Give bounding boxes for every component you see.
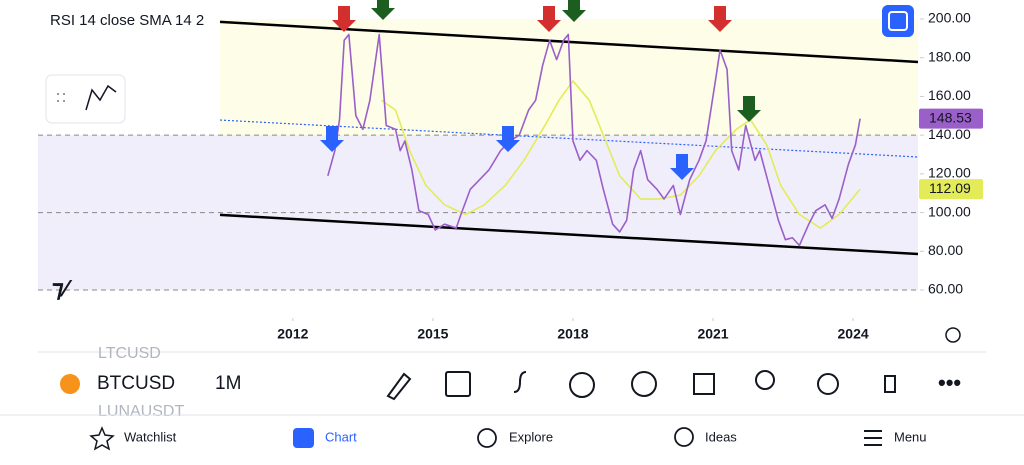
- annotations: [320, 0, 761, 180]
- y-tick-label: 100.00: [928, 203, 971, 219]
- arrow-marker: [320, 126, 344, 152]
- arrow-marker: [562, 0, 586, 22]
- x-tick-label: 2015: [417, 326, 448, 342]
- arrow-marker: [670, 154, 694, 180]
- y-tick-label: 140.00: [928, 126, 971, 142]
- series-line: [381, 80, 861, 229]
- nav-explore[interactable]: Explore: [509, 429, 553, 444]
- price-badge-label: 148.53: [929, 109, 972, 125]
- nav-chart[interactable]: Chart: [325, 429, 357, 444]
- fullscreen-icon: [888, 11, 908, 31]
- indicator-legend: RSI 14 close SMA 14 2: [50, 12, 204, 29]
- chart-icon: [293, 428, 314, 448]
- ideas-icon: [674, 427, 694, 447]
- nav-ideas[interactable]: Ideas: [705, 429, 737, 444]
- drag-handle: [57, 93, 65, 102]
- nav-menu[interactable]: Menu: [894, 429, 927, 444]
- draw-tool[interactable]: [386, 372, 412, 401]
- indicators-tool[interactable]: [513, 371, 527, 393]
- btc-icon: [60, 374, 80, 394]
- trendline: [219, 213, 919, 256]
- x-tick-label: 2012: [277, 326, 308, 342]
- alert-tool[interactable]: [569, 372, 595, 398]
- price-badge: [919, 108, 983, 129]
- price-badge: [919, 179, 983, 200]
- menu-icon: [864, 430, 882, 446]
- chart-type-tool[interactable]: [884, 375, 896, 393]
- x-tick-label: 2018: [557, 326, 588, 342]
- prev-symbol[interactable]: LTCUSD: [98, 345, 161, 362]
- layout-tool[interactable]: [693, 373, 715, 395]
- x-tick-label: 2024: [838, 326, 869, 342]
- series-line: [327, 33, 861, 247]
- arrow-marker: [537, 6, 561, 32]
- x-tick-label: 2021: [697, 326, 728, 342]
- y-tick-label: 200.00: [928, 10, 971, 26]
- y-tick-label: 60.00: [928, 281, 963, 297]
- watchlist-icon: [89, 426, 115, 451]
- explore-icon: [477, 428, 497, 448]
- y-tick-label: 80.00: [928, 242, 963, 258]
- fullscreen-button[interactable]: [882, 5, 914, 37]
- arrow-marker: [496, 126, 520, 152]
- interval[interactable]: 1M: [215, 373, 241, 394]
- y-tick-label: 160.00: [928, 87, 971, 103]
- logo: ⁊⁄: [52, 275, 73, 302]
- arrow-marker: [708, 6, 732, 32]
- notes-tool[interactable]: [445, 371, 471, 397]
- ideas-tool[interactable]: [755, 370, 775, 390]
- share-tool[interactable]: [817, 373, 839, 395]
- price-badge-label: 112.09: [929, 180, 971, 196]
- arrow-marker: [332, 6, 356, 32]
- symbol[interactable]: BTCUSD: [97, 373, 175, 394]
- y-tick-label: 120.00: [928, 165, 971, 181]
- next-symbol[interactable]: LUNAUSDT: [98, 403, 184, 420]
- nav-watchlist[interactable]: Watchlist: [124, 429, 177, 444]
- arrow-marker: [371, 0, 395, 20]
- add-tool[interactable]: [631, 371, 657, 397]
- more-button[interactable]: •••: [938, 370, 961, 395]
- pattern-icon: [85, 84, 117, 111]
- settings-button[interactable]: [945, 327, 961, 343]
- drawing-tool-button[interactable]: [45, 74, 126, 124]
- chart-background: [38, 19, 918, 290]
- arrow-marker: [737, 96, 761, 122]
- y-tick-label: 180.00: [928, 48, 971, 64]
